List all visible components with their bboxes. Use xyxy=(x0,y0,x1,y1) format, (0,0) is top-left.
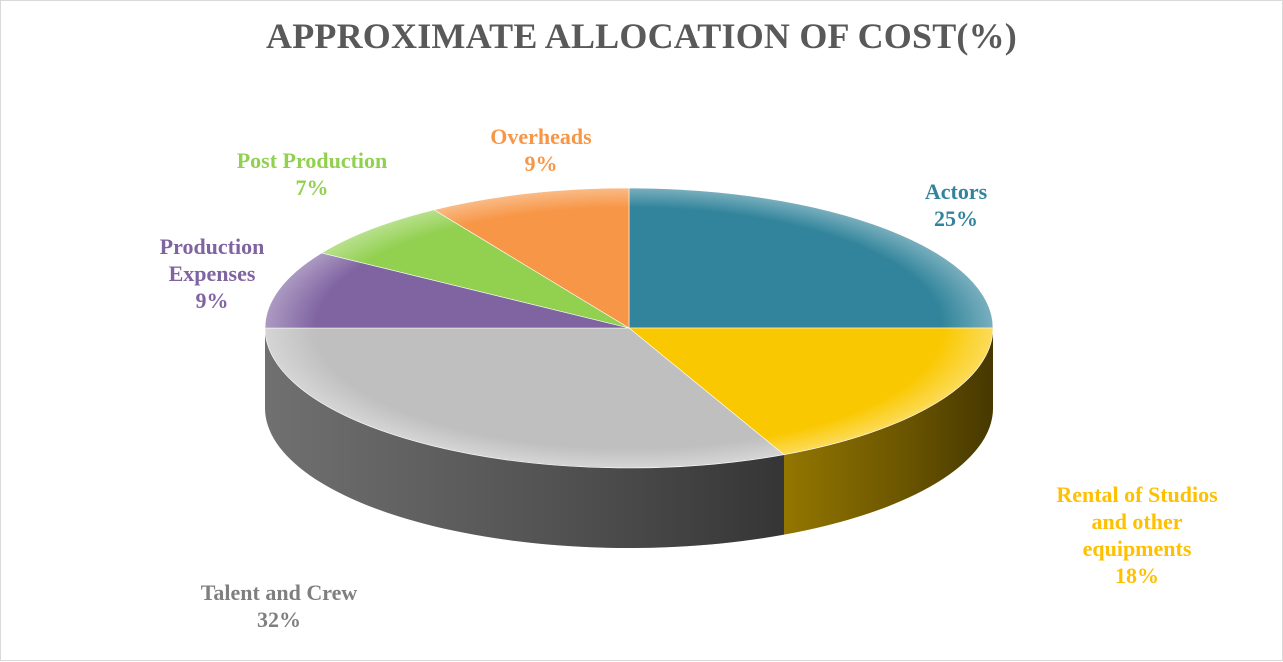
slice-label-text: Talent and Crew xyxy=(200,580,358,605)
slice-label: Actors 25% xyxy=(925,178,987,232)
slice-label: Overheads 9% xyxy=(490,123,591,177)
slice-label: Post Production 7% xyxy=(237,147,388,201)
slice-value-label: 9% xyxy=(524,151,558,176)
pie-slice-side-shade xyxy=(265,328,784,548)
slice-value-label: 25% xyxy=(934,206,978,231)
slice-label-text: Actors xyxy=(924,179,988,204)
pie-top-bevel xyxy=(265,188,993,468)
slice-label-text: Expenses xyxy=(168,261,256,286)
slice-label: Talent and Crew 32% xyxy=(201,579,357,633)
slice-value-label: 7% xyxy=(295,175,329,200)
slice-label-text: equipments xyxy=(1082,536,1192,561)
slice-label: Rental of Studios and other equipments 18% xyxy=(1056,481,1217,589)
slice-value-label: 32% xyxy=(256,607,301,632)
slice-label-text: Rental of Studios xyxy=(1056,482,1218,507)
slice-label: Production Expenses 9% xyxy=(160,233,265,314)
slice-value-label: 18% xyxy=(1114,563,1159,588)
chart-title: APPROXIMATE ALLOCATION OF COST(%) xyxy=(266,16,1017,56)
pie-slice-side-shade xyxy=(783,328,993,535)
slice-label-text: Production xyxy=(159,234,265,259)
slice-value-label: 9% xyxy=(195,288,229,313)
slice-label-text: Overheads xyxy=(490,124,592,149)
slice-label-text: and other xyxy=(1091,509,1183,534)
slice-label-text: Post Production xyxy=(236,148,388,173)
